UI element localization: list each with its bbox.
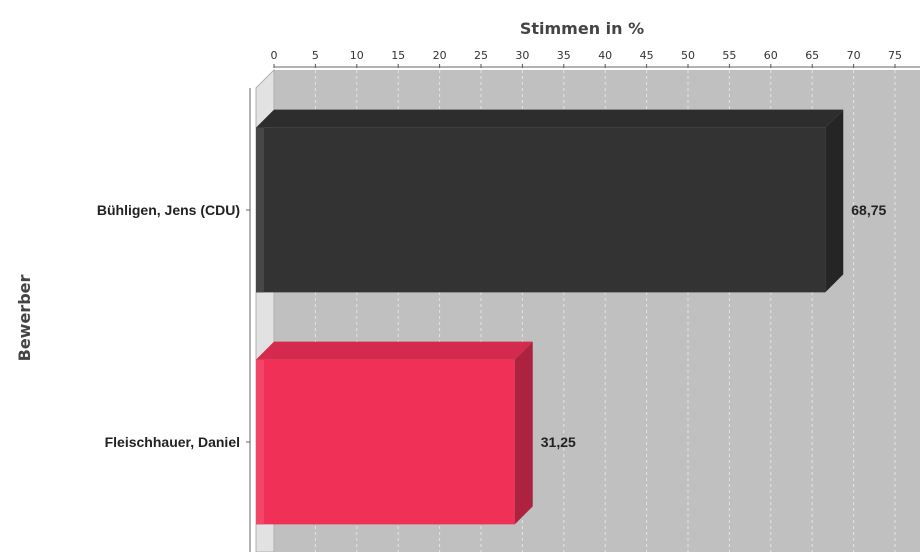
data-label: 68,75 <box>851 202 886 218</box>
x-tick-label: 55 <box>722 49 736 62</box>
bar-highlight <box>256 127 264 293</box>
bar-side <box>825 109 844 293</box>
bar <box>256 109 844 293</box>
category-label: Bühligen, Jens (CDU) <box>97 202 240 218</box>
bar-highlight <box>256 359 264 525</box>
y-axis-title: Bewerber <box>15 275 34 362</box>
x-tick-label: 10 <box>350 49 364 62</box>
x-tick-label: 20 <box>433 49 447 62</box>
bar-front <box>256 359 515 525</box>
bar-top <box>256 341 533 360</box>
x-tick-label: 45 <box>640 49 654 62</box>
x-tick-label: 70 <box>847 49 861 62</box>
x-tick-label: 75 <box>888 49 902 62</box>
x-tick-label: 65 <box>805 49 819 62</box>
bar <box>256 341 533 525</box>
x-tick-label: 30 <box>515 49 529 62</box>
x-tick-label: 35 <box>557 49 571 62</box>
x-axis-title: Stimmen in % <box>520 19 644 38</box>
bar-top <box>256 109 844 128</box>
category-label: Fleischhauer, Daniel <box>105 434 240 450</box>
x-tick-label: 40 <box>598 49 612 62</box>
x-tick-label: 5 <box>312 49 319 62</box>
x-tick-label: 25 <box>474 49 488 62</box>
x-tick-label: 0 <box>271 49 278 62</box>
data-label: 31,25 <box>541 434 576 450</box>
bar-front <box>256 127 826 293</box>
x-tick-label: 15 <box>391 49 405 62</box>
x-tick-label: 60 <box>764 49 778 62</box>
bar-side <box>514 341 533 525</box>
x-tick-label: 50 <box>681 49 695 62</box>
